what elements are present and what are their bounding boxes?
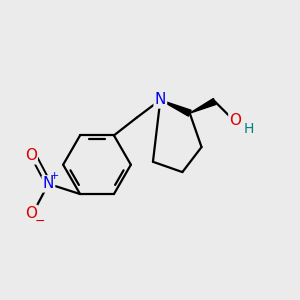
Text: O: O: [25, 148, 37, 164]
Text: N: N: [154, 92, 166, 107]
Text: +: +: [50, 171, 60, 181]
Polygon shape: [160, 100, 191, 116]
Text: −: −: [35, 215, 45, 228]
Text: N: N: [43, 176, 54, 191]
Polygon shape: [190, 98, 216, 113]
Text: H: H: [244, 122, 254, 136]
Text: O: O: [25, 206, 37, 221]
Text: O: O: [230, 113, 242, 128]
